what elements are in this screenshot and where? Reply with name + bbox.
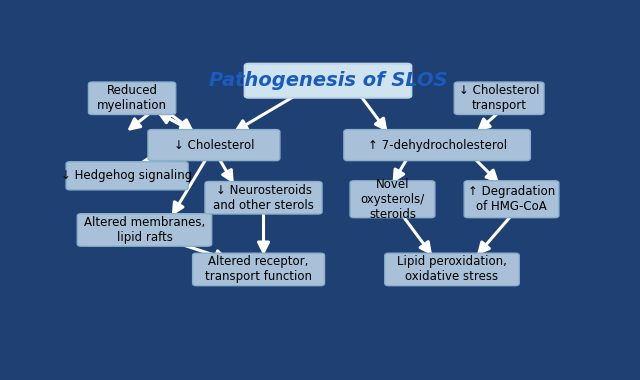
- Text: ↓ Cholesterol
transport: ↓ Cholesterol transport: [459, 84, 540, 112]
- Text: Altered membranes,
lipid rafts: Altered membranes, lipid rafts: [84, 216, 205, 244]
- FancyBboxPatch shape: [464, 181, 559, 218]
- FancyBboxPatch shape: [344, 130, 531, 161]
- Text: Altered receptor,
transport function: Altered receptor, transport function: [205, 255, 312, 283]
- Text: Lipid peroxidation,
oxidative stress: Lipid peroxidation, oxidative stress: [397, 255, 507, 283]
- Text: ↓ Hedgehog signaling: ↓ Hedgehog signaling: [61, 169, 193, 182]
- FancyBboxPatch shape: [77, 214, 212, 246]
- FancyBboxPatch shape: [350, 181, 435, 218]
- FancyBboxPatch shape: [244, 64, 412, 98]
- FancyBboxPatch shape: [66, 162, 188, 190]
- Text: ↓ Neurosteroids
and other sterols: ↓ Neurosteroids and other sterols: [213, 184, 314, 212]
- Text: ↓ Cholesterol: ↓ Cholesterol: [173, 139, 254, 152]
- Text: Reduced
myelination: Reduced myelination: [97, 84, 167, 112]
- FancyBboxPatch shape: [193, 253, 324, 286]
- FancyBboxPatch shape: [88, 82, 176, 114]
- Text: Pathogenesis of SLOS: Pathogenesis of SLOS: [209, 71, 447, 90]
- Text: ↑ Degradation
of HMG-CoA: ↑ Degradation of HMG-CoA: [468, 185, 555, 213]
- FancyBboxPatch shape: [385, 253, 519, 286]
- FancyBboxPatch shape: [454, 82, 544, 114]
- FancyBboxPatch shape: [148, 130, 280, 161]
- Text: Novel
oxysterols/
steroids: Novel oxysterols/ steroids: [360, 178, 424, 221]
- Text: ↑ 7-dehydrocholesterol: ↑ 7-dehydrocholesterol: [367, 139, 507, 152]
- FancyBboxPatch shape: [205, 182, 322, 214]
